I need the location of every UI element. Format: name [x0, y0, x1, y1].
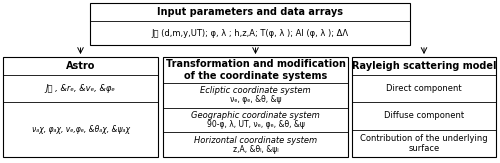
- Bar: [3, 57, 158, 157]
- Bar: [352, 57, 496, 157]
- Text: Horizontal coordinate system: Horizontal coordinate system: [194, 136, 317, 145]
- Text: νₑ, φₑ, &θ, &ψ: νₑ, φₑ, &θ, &ψ: [230, 95, 281, 104]
- Text: Transformation and modification
of the coordinate systems: Transformation and modification of the c…: [166, 59, 346, 81]
- Text: Ecliptic coordinate system: Ecliptic coordinate system: [200, 86, 311, 95]
- Text: J␲ (d,m,y,UT); φ, λ ; h,z,A; T(φ, λ ); Al (φ, λ ); ΔΛ: J␲ (d,m,y,UT); φ, λ ; h,z,A; T(φ, λ ); A…: [152, 29, 348, 37]
- Text: Input parameters and data arrays: Input parameters and data arrays: [157, 7, 343, 17]
- Text: Rayleigh scattering model: Rayleigh scattering model: [352, 61, 496, 71]
- Text: z,A, &θₗ, &ψₗ: z,A, &θₗ, &ψₗ: [232, 145, 278, 154]
- Text: J␲ , &rₑ, &vₑ, &φₑ: J␲ , &rₑ, &vₑ, &φₑ: [46, 84, 116, 93]
- Text: Astro: Astro: [66, 61, 95, 71]
- Text: νₐχ, φₐχ, vₑ,φₑ, &θₐχ, &ψₐχ: νₐχ, φₐχ, vₑ,φₑ, &θₐχ, &ψₐχ: [32, 125, 130, 134]
- Bar: [90, 3, 410, 45]
- Text: 90-φ, λ, UT, νₑ, φₑ, &θ, &ψ: 90-φ, λ, UT, νₑ, φₑ, &θ, &ψ: [206, 120, 304, 129]
- Text: Direct component: Direct component: [386, 84, 462, 93]
- Text: Diffuse component: Diffuse component: [384, 111, 464, 120]
- Bar: [163, 57, 348, 157]
- Text: Geographic coordinate system: Geographic coordinate system: [191, 111, 320, 120]
- Text: Contribution of the underlying
surface: Contribution of the underlying surface: [360, 134, 488, 153]
